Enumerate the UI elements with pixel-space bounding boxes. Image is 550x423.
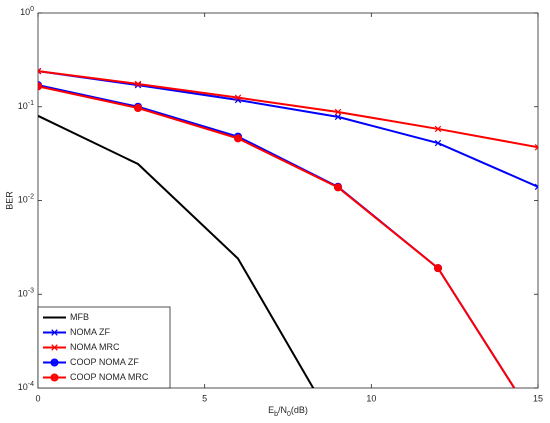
x-tick-label: 10 (366, 393, 376, 403)
series-line (38, 85, 516, 388)
series-layer (38, 67, 538, 388)
x-tick-label: 15 (533, 393, 543, 403)
y-tick-label: 10-3 (18, 287, 34, 299)
x-tick-label: 0 (35, 393, 40, 403)
marker (51, 329, 58, 336)
legend-label: NOMA ZF (70, 327, 111, 337)
marker (233, 134, 243, 143)
marker (38, 67, 42, 75)
marker (334, 113, 342, 121)
y-tick-label: 10-4 (18, 381, 34, 393)
marker (50, 373, 59, 382)
marker (534, 144, 538, 151)
marker (334, 108, 342, 116)
x-tick-label: 5 (202, 393, 207, 403)
y-tick-label: 10-2 (18, 193, 34, 205)
x-axis-label: Eb/N0(dB) (268, 405, 308, 417)
marker (134, 80, 142, 88)
marker (333, 183, 343, 192)
series-line (38, 70, 538, 149)
marker (434, 125, 442, 133)
legend-label: COOP NOMA ZF (70, 357, 139, 367)
marker (433, 264, 443, 273)
marker (38, 82, 43, 91)
legend-label: NOMA MRC (70, 342, 120, 352)
marker (534, 183, 538, 191)
marker (434, 139, 442, 147)
marker (234, 94, 242, 101)
legend-label: COOP NOMA MRC (70, 372, 149, 382)
series-line (38, 114, 315, 388)
y-axis-label: BER (4, 191, 14, 210)
legend-label: MFB (70, 312, 89, 322)
marker (133, 103, 143, 113)
marker (50, 358, 59, 367)
y-tick-label: 100 (20, 6, 34, 18)
marker (51, 344, 58, 351)
y-tick-label: 10-1 (18, 100, 34, 112)
